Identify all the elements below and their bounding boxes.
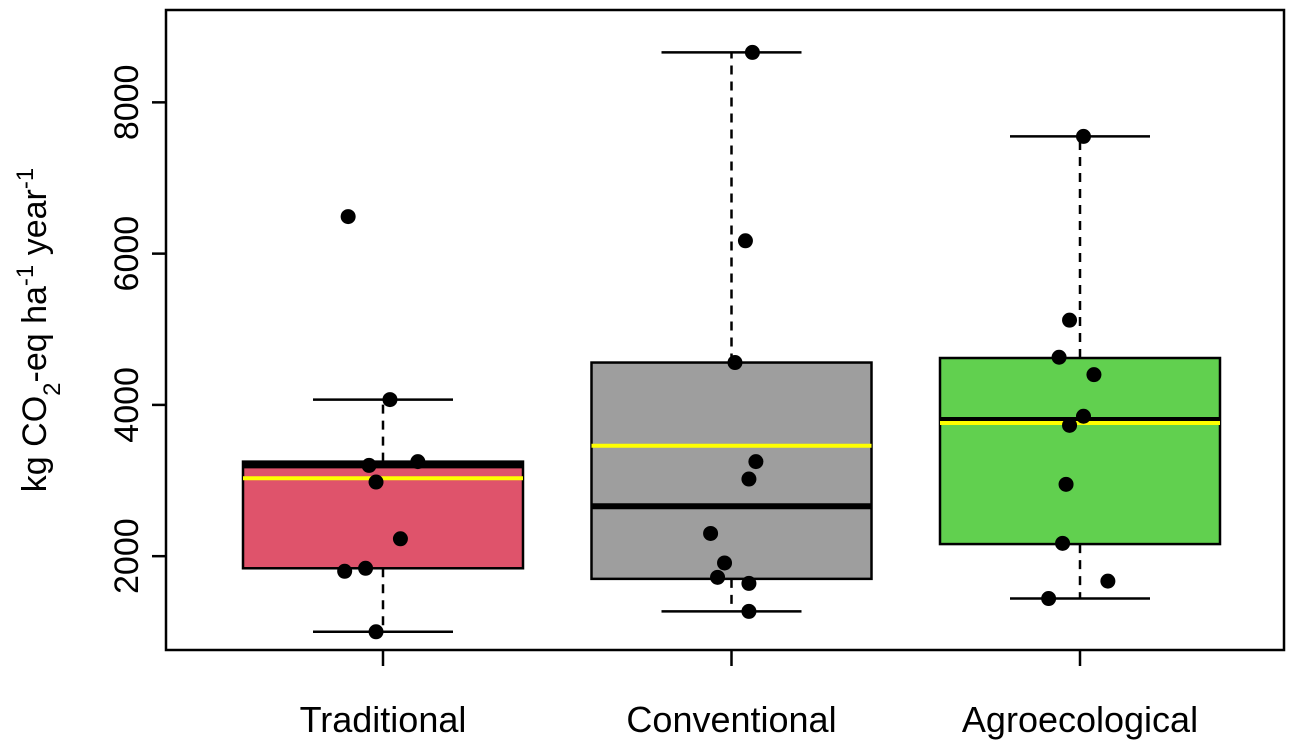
y-axis: 2000 4000 6000 8000 — [108, 65, 166, 594]
data-point — [340, 209, 356, 225]
y-axis-title: kg CO2-eq ha-1 year-1 — [12, 168, 66, 492]
data-point — [1086, 367, 1102, 383]
y-axis-title-part: kg CO — [16, 396, 54, 492]
data-point — [748, 454, 764, 470]
y-tick-label: 6000 — [108, 216, 146, 292]
y-axis-title-part: 2 — [39, 382, 66, 395]
x-tick-label: Conventional — [626, 699, 836, 740]
y-tick-label: 2000 — [108, 518, 146, 594]
data-point — [358, 560, 374, 576]
x-tick-label: Agroecological — [962, 699, 1198, 740]
data-point — [741, 471, 757, 487]
data-point — [410, 454, 426, 470]
x-tick-label: Traditional — [300, 699, 467, 740]
data-point — [337, 563, 353, 579]
y-tick-label: 8000 — [108, 65, 146, 141]
data-point — [382, 392, 398, 408]
box-iqr — [590, 361, 873, 581]
data-point — [727, 355, 743, 371]
data-point — [1100, 573, 1116, 589]
box-group — [590, 51, 873, 613]
plot-frame — [164, 8, 1286, 652]
data-point — [737, 233, 753, 249]
data-point — [1055, 535, 1071, 551]
y-tick-label: 4000 — [108, 367, 146, 443]
data-point — [744, 44, 760, 60]
y-axis-title-part: -1 — [12, 265, 39, 286]
data-point — [368, 624, 384, 640]
data-point — [703, 525, 719, 541]
box-group — [938, 135, 1222, 600]
data-point — [741, 603, 757, 619]
boxes-layer — [241, 51, 1222, 634]
data-point — [1075, 128, 1091, 144]
data-point — [1062, 417, 1078, 433]
data-point — [392, 531, 408, 547]
data-point — [717, 555, 733, 571]
y-axis-title-part: -1 — [12, 168, 39, 189]
x-axis: Traditional Conventional Agroecological — [300, 650, 1198, 740]
box-iqr — [938, 356, 1222, 546]
data-point — [1062, 312, 1078, 328]
data-point — [1058, 476, 1074, 492]
points-layer — [337, 44, 1116, 640]
data-point — [710, 569, 726, 585]
data-point — [1051, 349, 1067, 365]
y-axis-title-part: -eq ha — [16, 286, 54, 382]
data-point — [1075, 408, 1091, 424]
box-group — [241, 398, 525, 634]
y-axis-title-part: year — [16, 189, 54, 265]
data-point — [361, 457, 377, 473]
data-point — [1041, 591, 1057, 607]
data-point — [741, 575, 757, 591]
data-point — [368, 474, 384, 490]
